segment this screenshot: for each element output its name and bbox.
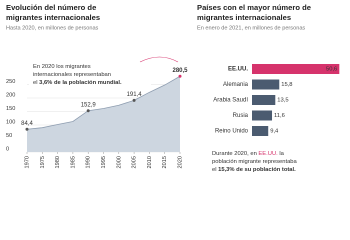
annotation: el 3,6% de la población mundial. xyxy=(33,80,122,86)
value-label: 13,5 xyxy=(277,98,288,104)
bar xyxy=(252,110,273,121)
subtitle: En enero de 2021, en millones de persona… xyxy=(197,25,305,31)
title-line: Países con el mayor número de xyxy=(197,3,311,12)
bar xyxy=(252,64,340,74)
value-label: 84,4 xyxy=(21,121,33,127)
point xyxy=(86,109,90,113)
area xyxy=(27,76,180,152)
point xyxy=(132,98,136,102)
y-tick-label: 100 xyxy=(6,119,15,125)
y-tick-label: 0 xyxy=(6,146,9,152)
x-tick-label: 1975 xyxy=(40,156,46,168)
x-tick-label: 2000 xyxy=(116,156,122,168)
value-label: 191,4 xyxy=(127,92,143,98)
x-tick-label: 2020 xyxy=(177,156,183,168)
value-label: 280,5 xyxy=(172,68,188,74)
y-tick-label: 250 xyxy=(6,79,15,85)
x-tick-label: 1970 xyxy=(24,156,30,168)
page: Evolución del número de migrantes intern… xyxy=(6,3,340,173)
y-tick-label: 150 xyxy=(6,106,15,112)
x-tick-label: 1990 xyxy=(86,156,92,168)
x-tick-label: 1995 xyxy=(101,156,107,168)
annotation-arrow xyxy=(139,56,179,63)
annotation: el 15,3% de su población total. xyxy=(212,167,296,173)
title-line: Evolución del número de xyxy=(6,3,96,12)
x-tick-label: 1980 xyxy=(55,156,61,168)
bar xyxy=(252,79,280,90)
value-label: 15,8 xyxy=(281,82,292,88)
x-tick-label: 2005 xyxy=(132,156,138,168)
annotation: En 2020 los migrantes xyxy=(33,64,91,70)
value-label: 152,9 xyxy=(81,102,97,108)
title-line: migrantes internacionales xyxy=(6,13,100,22)
category-label: Alemania xyxy=(223,82,249,88)
annotation: población migrante representaba xyxy=(212,159,298,165)
category-label: Arabia Saudí xyxy=(213,98,248,104)
point xyxy=(178,74,182,78)
category-label: Rusia xyxy=(233,113,249,119)
annotation: Durante 2020, en EE.UU. la xyxy=(212,151,285,157)
x-tick-label: 2010 xyxy=(147,156,153,168)
annotation-box xyxy=(29,60,151,89)
value-label: 11,6 xyxy=(274,113,285,119)
category-label: EE.UU. xyxy=(228,67,248,73)
category-label: Reino Unido xyxy=(215,129,249,135)
value-label: 50,6 xyxy=(326,67,337,73)
annotation: internacionales representaban xyxy=(33,72,111,78)
line xyxy=(26,75,181,130)
title-line: migrantes internacionales xyxy=(197,13,291,22)
bar xyxy=(252,126,269,136)
value-label: 9,4 xyxy=(270,129,279,135)
x-tick-label: 2015 xyxy=(162,156,168,168)
point xyxy=(25,127,29,131)
x-tick-label: 1985 xyxy=(70,156,76,168)
plots: 0 50 100 150 200 250 1970 1975 1980 1985 1990 1995 2… xyxy=(6,64,340,168)
bar xyxy=(252,95,276,105)
y-tick-label: 200 xyxy=(6,92,15,98)
y-tick-label: 50 xyxy=(6,133,12,139)
subtitle: Hasta 2020, en millones de personas xyxy=(6,25,99,31)
